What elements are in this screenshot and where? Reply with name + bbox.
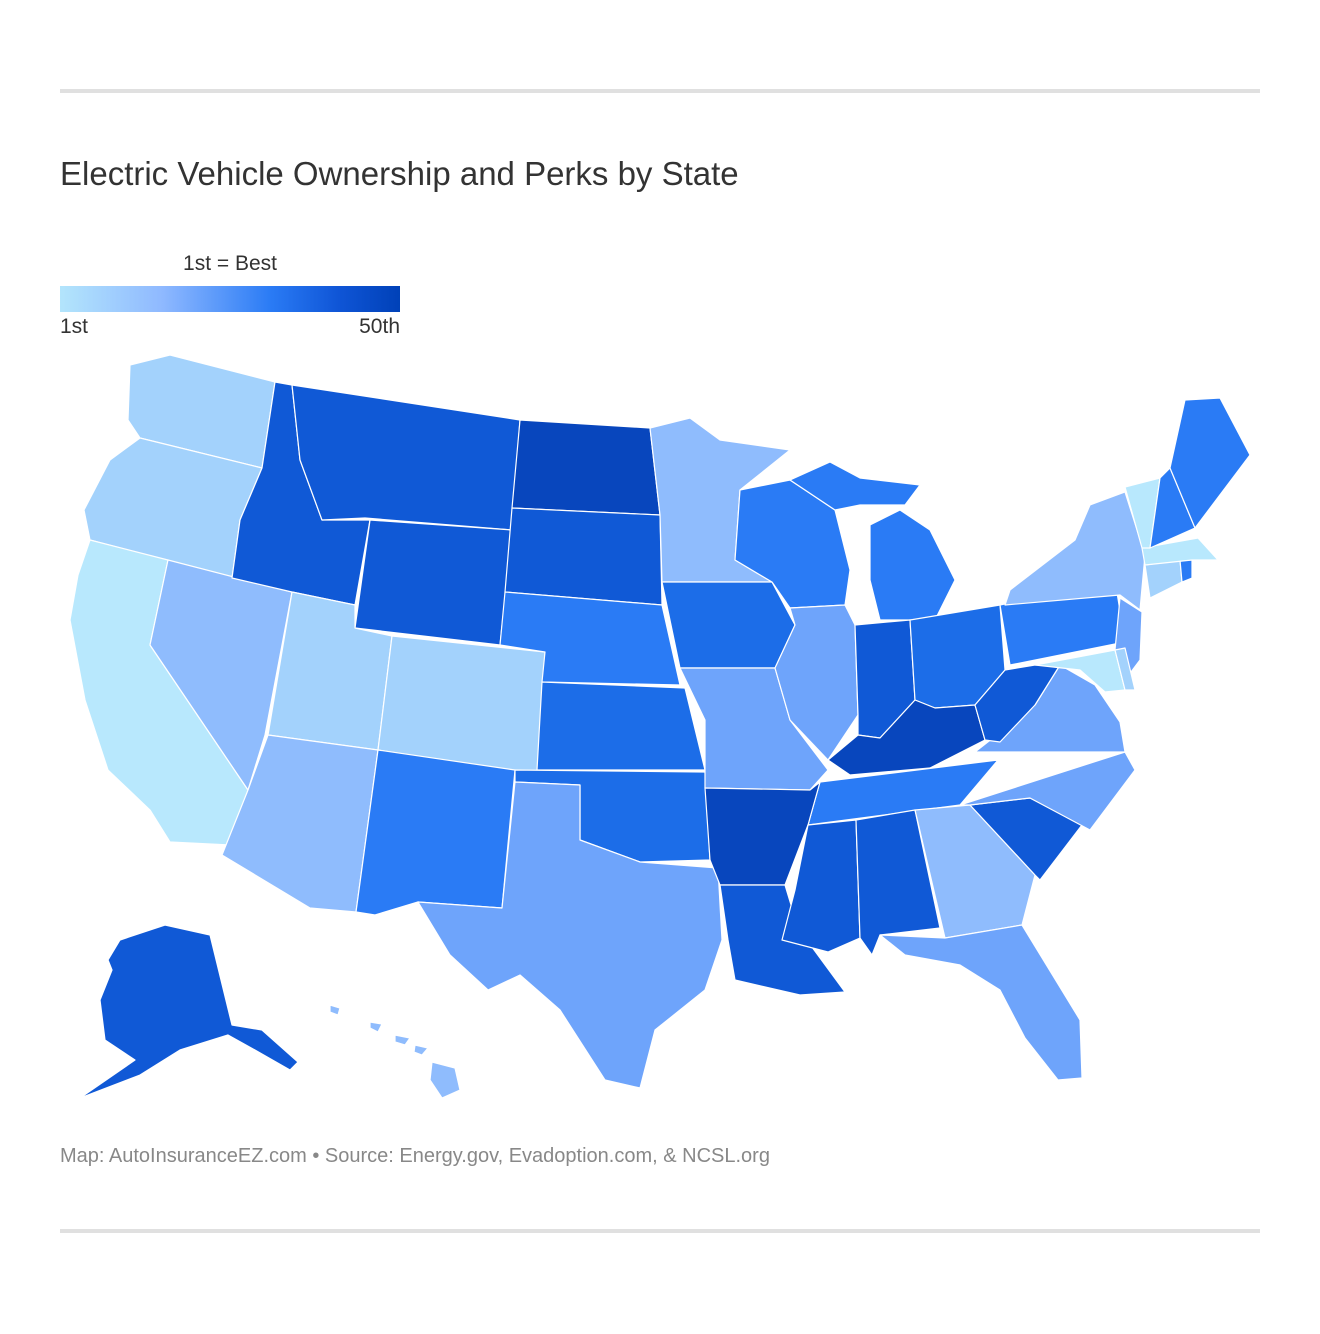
state-west-virginia[interactable] (974, 664, 1061, 743)
state-florida[interactable] (879, 924, 1083, 1081)
state-wyoming[interactable] (354, 519, 513, 646)
state-michigan[interactable] (869, 509, 956, 621)
state-maryland[interactable] (1034, 649, 1126, 693)
state-michigan-upper[interactable] (789, 461, 921, 511)
bottom-divider (60, 1229, 1260, 1233)
state-georgia[interactable] (914, 804, 1036, 939)
state-new-york[interactable] (1004, 491, 1146, 611)
state-delaware[interactable] (1114, 647, 1136, 691)
state-new-mexico[interactable] (355, 749, 516, 916)
legend-gradient-bar (60, 286, 400, 312)
state-maine[interactable] (1169, 397, 1251, 529)
state-iowa[interactable] (661, 581, 796, 669)
state-south-dakota[interactable] (504, 507, 663, 606)
color-legend: 1st = Best 1st 50th (60, 250, 400, 342)
state-kentucky[interactable] (827, 699, 986, 776)
top-divider (60, 89, 1260, 93)
state-connecticut[interactable] (1144, 559, 1183, 599)
state-montana[interactable] (291, 384, 521, 531)
state-arkansas[interactable] (704, 781, 821, 886)
state-kansas[interactable] (536, 681, 706, 771)
state-massachusetts[interactable] (1141, 537, 1219, 566)
state-alaska[interactable] (79, 924, 299, 1099)
legend-max-label: 50th (359, 315, 400, 338)
state-texas[interactable] (417, 781, 723, 1089)
state-north-dakota[interactable] (511, 419, 661, 516)
page-title: Electric Vehicle Ownership and Perks by … (60, 155, 739, 192)
source-footer: Map: AutoInsuranceEZ.com • Source: Energ… (60, 1145, 770, 1167)
us-choropleth-map (69, 354, 1251, 1099)
legend-min-label: 1st (60, 315, 89, 338)
state-rhode-island[interactable] (1179, 559, 1193, 583)
state-hawaii[interactable] (329, 1004, 461, 1099)
legend-caption: 1st = Best (183, 252, 277, 275)
